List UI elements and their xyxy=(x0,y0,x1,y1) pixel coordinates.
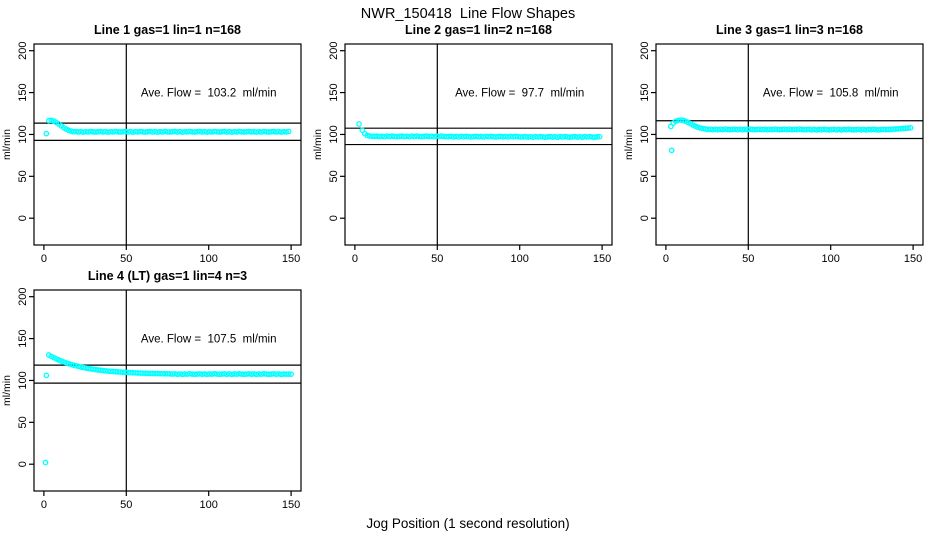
outlier-point xyxy=(43,372,50,379)
x-tick-label: 50 xyxy=(742,253,754,265)
data-point xyxy=(907,124,914,131)
y-tick-label: 0 xyxy=(328,215,340,221)
y-tick-label: 150 xyxy=(639,83,651,101)
y-tick-label: 0 xyxy=(639,215,651,221)
panel-title: Line 3 gas=1 lin=3 n=168 xyxy=(716,23,863,37)
ave-flow-annotation: Ave. Flow = 105.8 ml/min xyxy=(763,88,899,100)
y-tick-label: 150 xyxy=(17,83,29,101)
y-tick-label: 100 xyxy=(17,371,29,389)
panel-4: 0 50 100 150 0 50 100 150 200 ml/min Line 4 (LT) g… xyxy=(1,269,302,511)
data-point xyxy=(78,364,84,370)
y-axis-unit-label: ml/min xyxy=(1,375,13,406)
y-tick-label: 100 xyxy=(17,125,29,143)
plot-box xyxy=(33,43,302,246)
x-tick-label: 0 xyxy=(41,253,47,265)
y-axis-unit-label: ml/min xyxy=(312,129,324,160)
y-tick-label: 100 xyxy=(328,125,340,143)
data-points xyxy=(356,121,603,141)
data-points xyxy=(667,117,914,154)
y-tick-label: 150 xyxy=(17,329,29,347)
x-tick-label: 0 xyxy=(663,253,669,265)
x-tick-label: 0 xyxy=(352,253,358,265)
y-tick-label: 50 xyxy=(328,170,340,182)
plot-box xyxy=(33,289,302,492)
plot-box xyxy=(655,43,924,246)
x-tick-label: 150 xyxy=(282,253,300,265)
y-tick-label: 50 xyxy=(17,416,29,428)
figure-title: NWR_150418 Line Flow Shapes xyxy=(361,6,575,22)
panel-3: 0 50 100 150 0 50 100 150 200 ml/min Line 3 gas=1 … xyxy=(623,23,924,265)
data-points xyxy=(42,352,294,466)
panel-title: Line 1 gas=1 lin=1 n=168 xyxy=(94,23,241,37)
data-point xyxy=(73,362,79,369)
data-point xyxy=(594,134,601,140)
x-axis-label: Jog Position (1 second resolution) xyxy=(366,516,569,531)
panel-1: 0 50 100 150 0 50 100 150 200 ml/min Line 1 gas=1 … xyxy=(1,23,302,265)
y-tick-label: 150 xyxy=(328,83,340,101)
panel-2: 0 50 100 150 0 50 100 150 200 ml/min Line 2 gas=1 … xyxy=(312,23,613,265)
x-tick-label: 0 xyxy=(41,499,47,511)
data-point xyxy=(677,117,684,123)
x-tick-label: 50 xyxy=(431,253,443,265)
y-tick-label: 200 xyxy=(17,42,29,60)
data-points xyxy=(43,117,292,137)
data-point xyxy=(83,365,89,371)
y-axis-unit-label: ml/min xyxy=(623,129,635,160)
data-point xyxy=(596,133,603,140)
y-axis-unit-label: ml/min xyxy=(1,129,13,160)
data-point xyxy=(285,371,292,377)
outlier-point xyxy=(668,147,675,154)
x-tick-label: 150 xyxy=(593,253,611,265)
x-tick-label: 100 xyxy=(200,499,218,511)
outlier-point xyxy=(42,459,49,466)
outlier-point xyxy=(43,130,50,137)
x-tick-label: 100 xyxy=(200,253,218,265)
x-tick-label: 50 xyxy=(120,253,132,265)
panel-title: Line 2 gas=1 lin=2 n=168 xyxy=(405,23,552,37)
y-tick-label: 100 xyxy=(639,125,651,143)
data-point xyxy=(700,125,706,132)
ave-flow-annotation: Ave. Flow = 97.7 ml/min xyxy=(455,88,584,100)
x-tick-label: 50 xyxy=(120,499,132,511)
ave-flow-annotation: Ave. Flow = 107.5 ml/min xyxy=(141,334,277,346)
data-point xyxy=(70,362,77,368)
data-point xyxy=(80,364,87,371)
y-tick-label: 200 xyxy=(17,288,29,306)
y-tick-label: 200 xyxy=(639,42,651,60)
ave-flow-annotation: Ave. Flow = 103.2 ml/min xyxy=(141,88,277,100)
plot-box xyxy=(344,43,613,246)
data-point xyxy=(283,129,290,135)
panel-title: Line 4 (LT) gas=1 lin=4 n=3 xyxy=(88,269,247,283)
data-point xyxy=(285,128,292,135)
data-point xyxy=(68,361,74,368)
y-tick-label: 50 xyxy=(639,170,651,182)
y-tick-label: 200 xyxy=(328,42,340,60)
data-point xyxy=(288,371,294,378)
x-tick-label: 100 xyxy=(822,253,840,265)
data-point xyxy=(48,117,55,124)
x-tick-label: 150 xyxy=(282,499,300,511)
data-point xyxy=(65,360,72,367)
data-point xyxy=(905,125,912,131)
data-point xyxy=(364,132,371,139)
y-tick-label: 50 xyxy=(17,170,29,182)
data-point xyxy=(75,363,82,370)
y-tick-label: 0 xyxy=(17,215,29,221)
data-point xyxy=(697,125,704,131)
x-tick-label: 100 xyxy=(511,253,529,265)
y-tick-label: 0 xyxy=(17,461,29,467)
outlier-point xyxy=(356,121,362,127)
x-tick-label: 150 xyxy=(904,253,922,265)
